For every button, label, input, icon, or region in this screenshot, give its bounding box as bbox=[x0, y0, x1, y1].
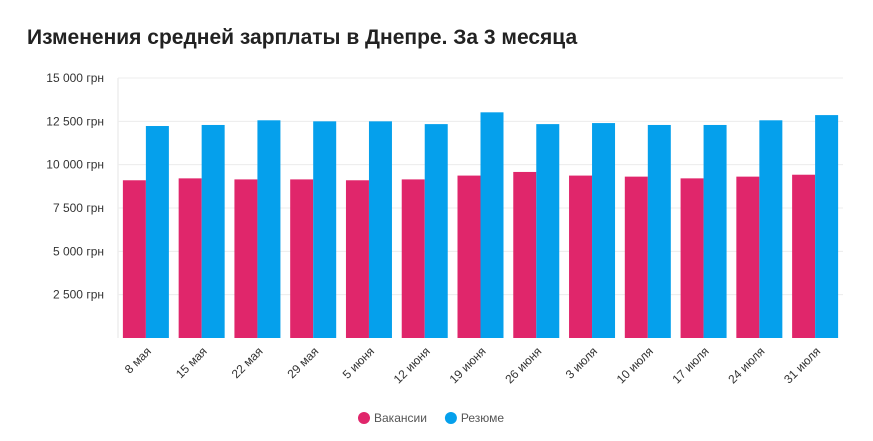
x-tick-label: 12 июня bbox=[391, 344, 433, 386]
y-tick-label: 5 000 грн bbox=[53, 244, 104, 258]
bar-resumes bbox=[815, 115, 839, 339]
x-tick-label: 26 июня bbox=[502, 344, 544, 386]
x-tick-label: 24 июля bbox=[725, 344, 767, 386]
x-tick-label: 17 июля bbox=[670, 344, 712, 386]
bar-resumes bbox=[703, 124, 727, 339]
bar-resumes bbox=[424, 124, 448, 339]
bar-resumes bbox=[313, 121, 337, 338]
bar-resumes bbox=[480, 112, 504, 338]
y-tick-label: 10 000 грн bbox=[46, 158, 104, 172]
bar-resumes bbox=[145, 126, 169, 338]
bar-vacancies bbox=[122, 180, 146, 338]
bar-vacancies bbox=[680, 178, 704, 338]
x-tick-label: 3 июля bbox=[563, 344, 600, 381]
chart-title: Изменения средней зарплаты в Днепре. За … bbox=[27, 26, 578, 49]
x-tick-label: 19 июня bbox=[447, 344, 489, 386]
legend-label: Резюме bbox=[461, 411, 505, 425]
bar-vacancies bbox=[736, 176, 760, 338]
y-tick-label: 7 500 грн bbox=[53, 201, 104, 215]
x-tick-label: 29 мая bbox=[284, 344, 321, 381]
x-tick-label: 31 июля bbox=[781, 344, 823, 386]
bar-vacancies bbox=[234, 179, 258, 338]
legend-label: Вакансии bbox=[374, 411, 427, 425]
bar-resumes bbox=[536, 124, 560, 339]
bar-vacancies bbox=[624, 176, 648, 338]
bar-vacancies bbox=[513, 171, 537, 338]
bar-vacancies bbox=[345, 180, 369, 338]
bar-resumes bbox=[759, 120, 783, 338]
legend-marker bbox=[358, 412, 370, 424]
y-tick-label: 12 500 грн bbox=[46, 114, 104, 128]
x-tick-label: 15 мая bbox=[173, 344, 210, 381]
x-tick-label: 22 мая bbox=[229, 344, 266, 381]
bar-vacancies bbox=[290, 179, 314, 338]
x-tick-label: 5 июня bbox=[340, 344, 377, 381]
bar-vacancies bbox=[792, 174, 816, 338]
bar-resumes bbox=[368, 121, 392, 338]
bar-vacancies bbox=[178, 178, 202, 338]
bar-resumes bbox=[647, 124, 671, 339]
bar-vacancies bbox=[569, 175, 593, 338]
x-tick-label: 10 июля bbox=[614, 344, 656, 386]
bar-vacancies bbox=[457, 175, 481, 338]
bar-resumes bbox=[592, 123, 616, 338]
bar-vacancies bbox=[401, 179, 425, 338]
y-tick-label: 2 500 грн bbox=[53, 288, 104, 302]
y-tick-label: 15 000 грн bbox=[46, 71, 104, 85]
bar-resumes bbox=[201, 124, 225, 339]
x-tick-label: 8 мая bbox=[122, 344, 154, 376]
bar-resumes bbox=[257, 120, 281, 338]
legend-marker bbox=[444, 412, 457, 424]
